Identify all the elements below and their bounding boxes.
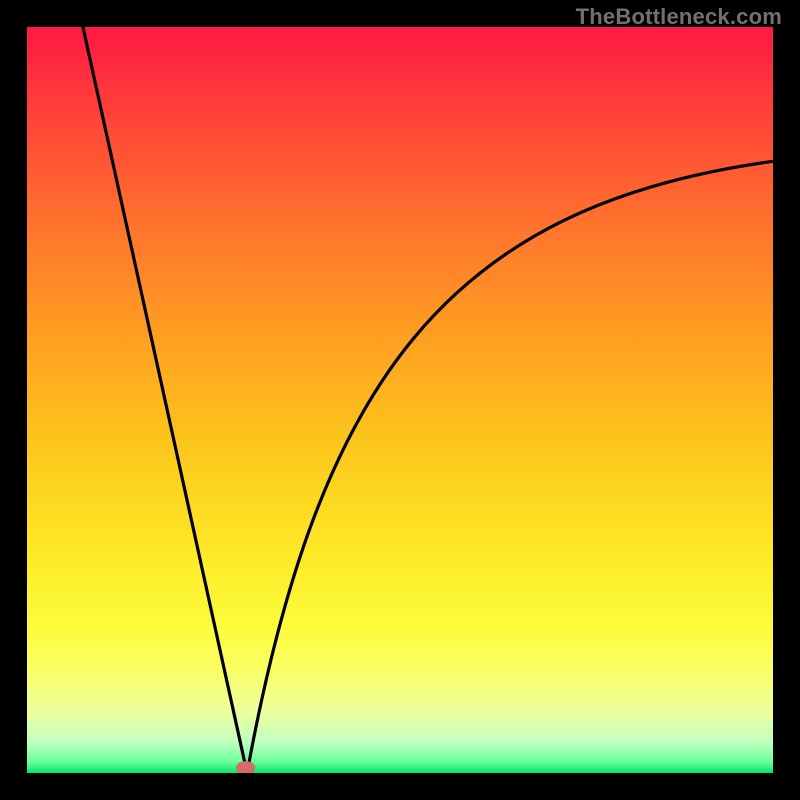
chart-frame: TheBottleneck.com [0, 0, 800, 800]
gradient-background [27, 27, 773, 773]
bottleneck-plot [27, 27, 773, 773]
